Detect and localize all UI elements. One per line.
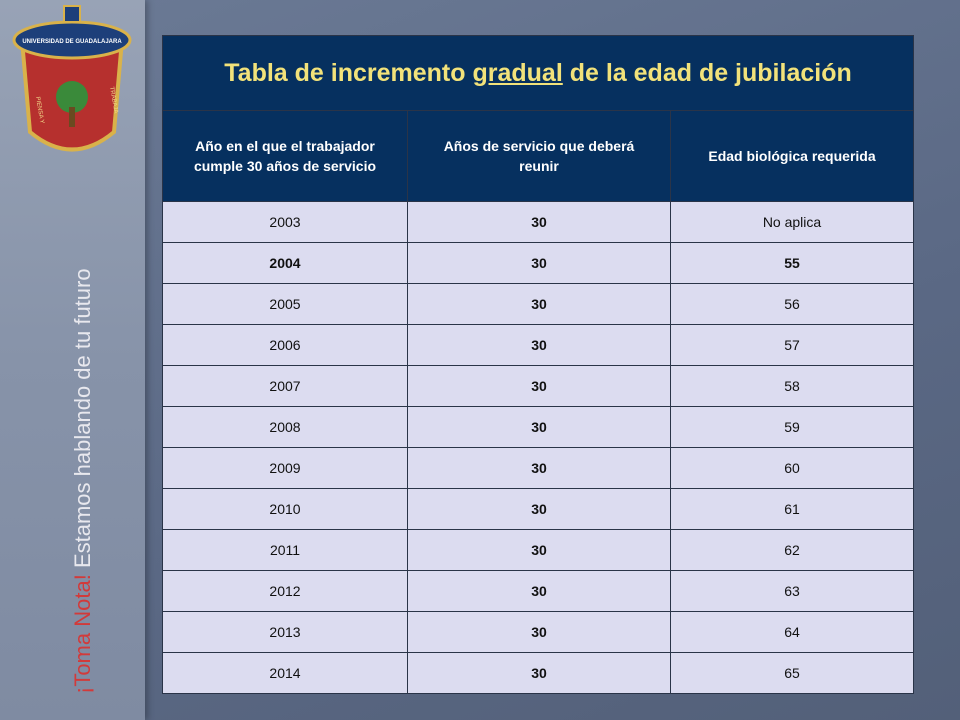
table-row: 2006 30 57 — [162, 324, 914, 366]
table-cell: 30 — [407, 324, 671, 366]
column-header: Edad biológica requerida — [670, 110, 914, 202]
table-cell: 60 — [670, 447, 914, 489]
table-cell: 61 — [670, 488, 914, 530]
table-cell: 2009 — [162, 447, 408, 489]
table-row: 2010 30 61 — [162, 488, 914, 530]
column-header: Años de servicio que deberá reunir — [407, 110, 671, 202]
table-cell: 2007 — [162, 365, 408, 407]
table-cell: 2011 — [162, 529, 408, 571]
table-row: 2003 30 No aplica — [162, 201, 914, 243]
title-underlined: gradual — [472, 58, 563, 87]
table-row: 2011 30 62 — [162, 529, 914, 571]
table-cell: 30 — [407, 406, 671, 448]
table-cell: 30 — [407, 365, 671, 407]
vertical-slogan: ¡Toma Nota! Estamos hablando de tu futur… — [70, 268, 95, 694]
table-title: Tabla de incremento gradual de la edad d… — [162, 35, 914, 111]
table-row: 2004 30 55 — [162, 242, 914, 284]
table-cell: 30 — [407, 447, 671, 489]
header-row: Año en el que el trabajador cumple 30 añ… — [162, 110, 914, 202]
table-row: 2008 30 59 — [162, 406, 914, 448]
table-cell: 2010 — [162, 488, 408, 530]
table-row: 2012 30 63 — [162, 570, 914, 612]
logo: UNIVERSIDAD DE GUADALAJARA PIENSA Y TRAB… — [12, 5, 132, 152]
logo-trunk — [69, 107, 75, 127]
sidebar: UNIVERSIDAD DE GUADALAJARA PIENSA Y TRAB… — [0, 0, 145, 720]
table-cell: 2014 — [162, 652, 408, 694]
table-cell: No aplica — [670, 201, 914, 243]
logo-crest — [63, 5, 81, 23]
table-cell: 30 — [407, 488, 671, 530]
table-cell: 2005 — [162, 283, 408, 325]
table-row: 2014 30 65 — [162, 652, 914, 694]
table-cell: 2012 — [162, 570, 408, 612]
table-cell: 64 — [670, 611, 914, 653]
table-cell: 57 — [670, 324, 914, 366]
table-cell: 2006 — [162, 324, 408, 366]
table-cell: 30 — [407, 242, 671, 284]
title-part: Tabla de incremento — [224, 58, 473, 87]
table-cell: 62 — [670, 529, 914, 571]
logo-right: TRABAJA — [108, 86, 119, 114]
title-row: Tabla de incremento gradual de la edad d… — [162, 35, 914, 111]
table-cell: 63 — [670, 570, 914, 612]
table-cell: 56 — [670, 283, 914, 325]
title-part: de la edad de jubilación — [562, 58, 852, 87]
table-cell: 30 — [407, 201, 671, 243]
table-cell: 30 — [407, 611, 671, 653]
logo-text: UNIVERSIDAD DE GUADALAJARA — [22, 39, 122, 45]
slogan: Estamos hablando de tu futuro — [70, 268, 95, 569]
table-cell: 30 — [407, 570, 671, 612]
table-row: 2005 30 56 — [162, 283, 914, 325]
note: ¡Toma Nota! — [70, 574, 95, 694]
table-cell: 30 — [407, 283, 671, 325]
table-cell: 2008 — [162, 406, 408, 448]
table-cell: 2004 — [162, 242, 408, 284]
table-cell: 30 — [407, 529, 671, 571]
table-cell: 2013 — [162, 611, 408, 653]
table-row: 2009 30 60 — [162, 447, 914, 489]
logo-left: PIENSA Y — [34, 96, 45, 124]
table-cell: 65 — [670, 652, 914, 694]
retirement-table: Tabla de incremento gradual de la edad d… — [162, 35, 914, 694]
column-header: Año en el que el trabajador cumple 30 añ… — [162, 110, 408, 202]
table-cell: 30 — [407, 652, 671, 694]
table-cell: 55 — [670, 242, 914, 284]
table-cell: 59 — [670, 406, 914, 448]
table-row: 2013 30 64 — [162, 611, 914, 653]
table-cell: 58 — [670, 365, 914, 407]
table-row: 2007 30 58 — [162, 365, 914, 407]
logo-tree — [56, 81, 88, 113]
table-cell: 2003 — [162, 201, 408, 243]
